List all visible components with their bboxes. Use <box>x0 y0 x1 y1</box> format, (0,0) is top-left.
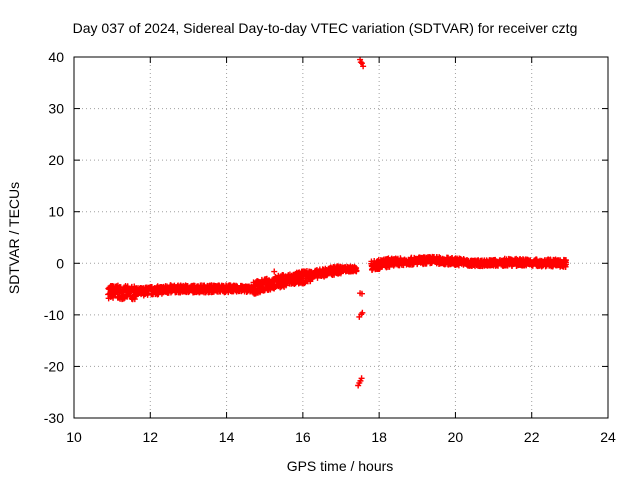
x-tick-label: 14 <box>219 429 235 445</box>
data-point <box>353 267 360 274</box>
x-tick-label: 10 <box>66 429 82 445</box>
axes: 10 12 14 16 18 20 22 24 -30 -20 -10 0 10 20 30 40 <box>44 49 616 445</box>
y-tick-label: -10 <box>44 307 64 323</box>
data-point <box>358 375 365 382</box>
x-tick-label: 22 <box>524 429 540 445</box>
y-tick-label: -30 <box>44 410 64 426</box>
data-point <box>562 259 569 266</box>
y-tick-label: 0 <box>56 255 64 271</box>
x-tick-label: 20 <box>448 429 464 445</box>
data-point <box>130 287 137 294</box>
y-tick-label: 10 <box>48 204 64 220</box>
data-point <box>359 309 366 316</box>
plot-frame <box>73 56 609 419</box>
y-tick-label: 20 <box>48 152 64 168</box>
data-point <box>349 264 356 271</box>
data-point <box>271 268 278 275</box>
y-tick-label: 40 <box>48 49 64 65</box>
y-tick-label: -20 <box>44 358 64 374</box>
y-tick-label: 30 <box>48 101 64 117</box>
x-axis-label: GPS time / hours <box>287 458 394 474</box>
grid-lines <box>74 57 608 418</box>
data-point <box>357 59 364 66</box>
data-point <box>360 63 367 70</box>
data-point <box>120 289 127 296</box>
data-point <box>358 60 365 67</box>
x-tick-label: 16 <box>295 429 311 445</box>
y-axis-label: SDTVAR / TECUs <box>6 182 22 294</box>
x-tick-label: 24 <box>600 429 616 445</box>
x-tick-label: 12 <box>142 429 158 445</box>
x-tick-label: 18 <box>371 429 387 445</box>
data-series <box>105 56 569 389</box>
chart-title: Day 037 of 2024, Sidereal Day-to-day VTE… <box>73 20 578 36</box>
data-point <box>357 290 364 297</box>
